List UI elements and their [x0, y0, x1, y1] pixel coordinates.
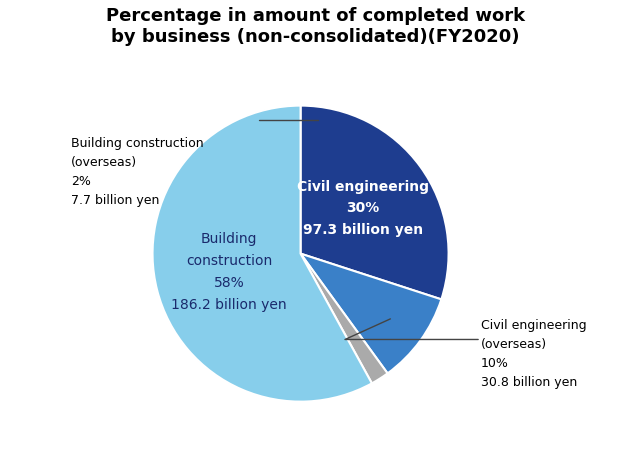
- Title: Percentage in amount of completed work
by business (non-consolidated)(FY2020): Percentage in amount of completed work b…: [106, 7, 525, 46]
- Text: Civil engineering
30%
97.3 billion yen: Civil engineering 30% 97.3 billion yen: [297, 180, 429, 237]
- Text: Civil engineering
(overseas)
10%
30.8 billion yen: Civil engineering (overseas) 10% 30.8 bi…: [481, 319, 587, 389]
- Wedge shape: [300, 254, 442, 373]
- Wedge shape: [300, 254, 388, 383]
- Wedge shape: [153, 106, 372, 402]
- Text: Building construction
(overseas)
2%
7.7 billion yen: Building construction (overseas) 2% 7.7 …: [71, 137, 204, 207]
- Wedge shape: [300, 106, 449, 299]
- Text: Building
construction
58%
186.2 billion yen: Building construction 58% 186.2 billion …: [171, 232, 287, 312]
